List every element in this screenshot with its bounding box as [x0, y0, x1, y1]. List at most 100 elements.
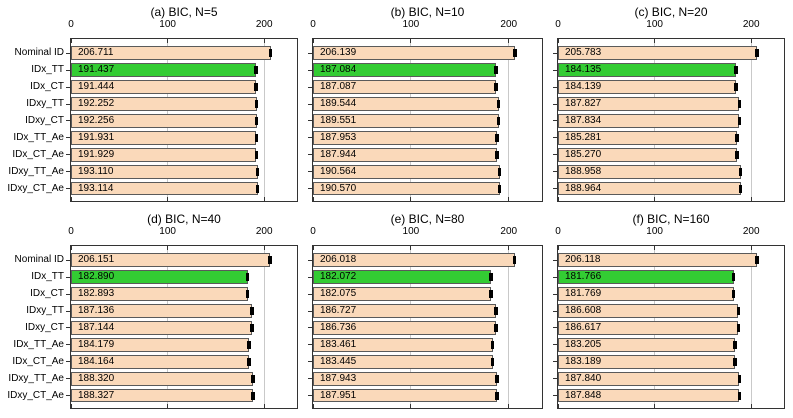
error-bar-idx-ct-ae	[247, 357, 251, 366]
y-tick-mark	[308, 103, 312, 105]
x-tick-mark-bottom	[263, 197, 265, 201]
y-tick-mark	[66, 259, 70, 261]
bar-nominal-id: 206.018	[313, 253, 515, 267]
y-tick-label-idx-ct-ae: IDx_CT_Ae	[12, 355, 64, 367]
error-bar-idx-tt-ae	[247, 340, 251, 349]
bar-idxy-ct: 187.834	[558, 114, 740, 128]
bar-value-label: 183.445	[320, 355, 357, 367]
bar-idxy-ct: 186.617	[558, 321, 739, 335]
x-tick-label: 0	[555, 226, 561, 237]
y-tick-mark	[553, 378, 557, 380]
y-tick-label-idx-tt: IDx_TT	[31, 64, 64, 76]
x-tick-mark-bottom	[71, 197, 72, 201]
error-bar-idx-ct-ae	[254, 150, 259, 159]
bar-value-label: 206.151	[78, 254, 115, 266]
bar-value-label: 187.087	[320, 81, 357, 93]
error-bar-idxy-tt-ae	[255, 167, 260, 176]
error-bar-idx-ct	[494, 83, 498, 92]
error-bar-idxy-tt-ae	[738, 167, 743, 176]
bar-idxy-ct: 192.256	[71, 114, 257, 128]
subplot-title-d: (d) BIC, N=40	[147, 212, 221, 226]
bar-idxy-tt: 186.608	[558, 304, 739, 318]
bar-idx-ct-ae: 184.164	[71, 355, 249, 369]
y-tick-mark	[66, 171, 70, 173]
x-tick-mark-bottom	[558, 197, 559, 201]
y-tick-mark	[308, 344, 312, 346]
subplot-c: (c) BIC, N=20 0 100 200 205.783 184.135 184.13…	[553, 5, 785, 202]
error-bar-idxy-tt	[254, 100, 259, 109]
x-tick-label: 200	[255, 226, 273, 237]
x-tick-label: 100	[646, 226, 663, 237]
bar-idxy-tt: 186.727	[313, 304, 496, 318]
bar-idxy-tt-ae: 188.320	[71, 372, 253, 386]
error-bar-idx-tt-ae	[733, 340, 737, 349]
error-bar-idxy-ct-ae	[497, 184, 502, 193]
y-tick-mark	[66, 188, 70, 190]
x-tick-mark-top	[508, 246, 510, 250]
bar-value-label: 185.270	[565, 148, 602, 160]
bar-value-label: 191.437	[78, 64, 115, 76]
bar-value-label: 181.769	[565, 288, 602, 300]
error-bar-idxy-tt-ae	[737, 374, 742, 383]
y-tick-mark	[66, 361, 70, 363]
x-tick-label: 100	[159, 226, 176, 237]
gridline-x200	[508, 246, 510, 408]
error-bar-idxy-tt	[494, 307, 498, 316]
y-tick-mark	[553, 259, 557, 261]
y-tick-label-idx-tt-ae: IDx_TT_Ae	[13, 131, 64, 143]
x-tick-mark-top	[410, 39, 412, 43]
y-tick-mark	[308, 378, 312, 380]
error-bar-idx-ct	[734, 83, 738, 92]
x-tick-mark-bottom	[263, 404, 265, 408]
subplot-a: (a) BIC, N=5 0 100 200 206.711 Nominal ID 191.…	[7, 5, 298, 202]
y-tick-mark	[308, 69, 312, 71]
error-bar-idxy-ct	[250, 323, 254, 332]
bar-idxy-ct-ae: 187.951	[313, 388, 497, 403]
x-tick-label: 0	[68, 19, 74, 30]
x-tick-label: 200	[255, 19, 273, 30]
x-tick-mark-top	[750, 246, 752, 250]
bar-nominal-id: 206.139	[313, 46, 515, 60]
error-bar-idx-ct-ae	[735, 150, 739, 159]
y-tick-mark	[308, 171, 312, 173]
y-tick-mark	[308, 137, 312, 139]
bar-idxy-ct-ae: 188.964	[558, 181, 741, 196]
error-bar-idxy-ct-ae	[737, 391, 742, 400]
bar-value-label: 191.929	[78, 148, 115, 160]
subplot-title-e: (e) BIC, N=80	[390, 212, 465, 226]
y-tick-mark	[66, 103, 70, 105]
error-bar-nominal-id	[268, 49, 273, 58]
y-tick-label-idx-ct: IDx_CT	[30, 288, 64, 300]
y-tick-mark	[66, 154, 70, 156]
x-tick-mark-top	[71, 39, 72, 43]
y-tick-mark	[66, 310, 70, 312]
bar-idx-tt-ae: 183.205	[558, 338, 735, 352]
bar-idxy-ct: 189.551	[313, 114, 499, 128]
bar-nominal-id: 206.711	[71, 46, 271, 60]
error-bar-nominal-id	[268, 256, 272, 265]
bar-idx-ct: 187.087	[313, 80, 497, 94]
bar-idx-tt: 187.084	[313, 63, 497, 77]
bar-value-label: 205.783	[565, 47, 602, 59]
error-bar-nominal-id	[755, 256, 759, 265]
y-tick-mark	[66, 69, 70, 71]
x-tick-label: 200	[500, 19, 518, 30]
error-bar-idxy-tt	[250, 307, 254, 316]
bar-value-label: 186.736	[320, 321, 357, 333]
bar-idx-tt-ae: 185.281	[558, 131, 737, 145]
bar-value-label: 185.281	[565, 131, 602, 143]
bar-idxy-tt: 192.252	[71, 97, 257, 111]
bar-idx-tt: 182.890	[71, 270, 248, 284]
bar-idx-ct-ae: 191.929	[71, 148, 257, 162]
y-tick-mark	[308, 276, 312, 278]
bar-value-label: 181.766	[565, 271, 602, 283]
x-tick-label: 100	[402, 226, 420, 237]
error-bar-idxy-ct-ae	[255, 184, 260, 193]
error-bar-idx-tt-ae	[735, 133, 739, 142]
x-tick-mark-top	[263, 39, 265, 43]
bar-idx-tt-ae: 184.179	[71, 338, 249, 352]
gridline-x200	[750, 246, 752, 408]
bar-idxy-tt: 187.827	[558, 97, 740, 111]
bar-idxy-ct-ae: 188.327	[71, 388, 253, 403]
